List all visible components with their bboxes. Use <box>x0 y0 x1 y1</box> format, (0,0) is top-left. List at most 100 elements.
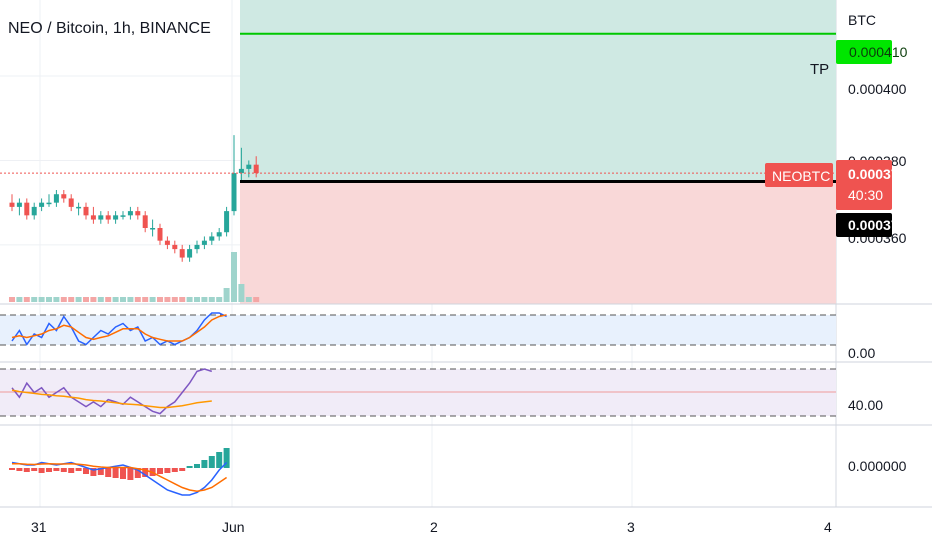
candle-body <box>113 215 119 220</box>
take-profit-price: 0.000410 <box>849 44 908 60</box>
macd-histogram-bar <box>31 468 38 471</box>
macd-histogram-bar <box>60 468 67 472</box>
volume-bar <box>53 297 60 302</box>
macd-histogram-bar <box>194 464 200 468</box>
take-profit-price-tag <box>836 40 892 64</box>
macd-histogram-bar <box>97 468 104 475</box>
candle-body <box>157 228 163 241</box>
candle-body <box>9 202 15 207</box>
volume-bars <box>9 252 260 302</box>
macd-histogram-bar <box>16 468 23 471</box>
candle-body <box>209 236 215 241</box>
macd-histogram-bar <box>38 468 45 473</box>
volume-bar <box>179 297 186 302</box>
symbol-tag <box>765 163 833 187</box>
candle-body <box>231 173 237 212</box>
volume-bar <box>216 297 223 302</box>
loss-zone[interactable] <box>240 181 836 304</box>
volume-bar <box>112 297 119 302</box>
macd-histogram-bar <box>157 468 163 474</box>
candle-body <box>253 164 259 174</box>
candle-body <box>187 249 193 258</box>
time-label: 31 <box>31 519 47 535</box>
rsi-line <box>11 368 213 415</box>
price-axis-currency: BTC <box>848 12 876 28</box>
candle-body <box>98 215 104 220</box>
volume-bar <box>253 297 260 302</box>
candle-body <box>90 215 96 220</box>
macd-histogram-bar <box>46 468 52 472</box>
stoch-axis-label: 0.00 <box>848 345 875 361</box>
macd-histogram-bar <box>23 468 30 472</box>
bar-countdown: 40:30 <box>848 187 883 203</box>
candle-body <box>61 194 67 199</box>
candle-body <box>246 164 252 169</box>
stoch-d-line <box>11 314 227 342</box>
candle-body <box>46 202 52 205</box>
volume-bar <box>75 297 82 302</box>
volume-bar <box>223 288 230 302</box>
candle-body <box>194 244 200 250</box>
time-label: 4 <box>824 519 832 535</box>
macd-histogram-bar <box>68 468 75 473</box>
candle-body <box>68 198 74 207</box>
entry-price: 0.000375 <box>848 217 907 233</box>
candle-body <box>238 168 244 174</box>
candles <box>9 135 259 262</box>
price-axis[interactable]: BTC 0.000400 0.000380 0.000360 0.000410 … <box>765 12 908 246</box>
macd-axis-label: 0.000000 <box>848 458 907 474</box>
candle-body <box>224 211 230 233</box>
volume-bar <box>127 297 134 302</box>
volume-bar <box>231 252 237 302</box>
candle-body <box>201 240 207 245</box>
candle-body <box>142 215 148 228</box>
macd-histogram-bar <box>120 468 126 479</box>
macd-histogram-bar <box>127 468 134 480</box>
candle-body <box>120 215 126 217</box>
macd-histogram-bar <box>186 466 193 468</box>
macd-histogram <box>9 448 230 480</box>
macd-histogram-bar <box>9 468 15 470</box>
volume-bar <box>46 297 52 302</box>
macd-histogram-bar <box>208 456 215 468</box>
volume-bar <box>149 297 156 302</box>
profit-zone[interactable] <box>240 0 836 182</box>
macd-histogram-bar <box>134 468 141 478</box>
last-price: 0.000377 <box>848 166 907 182</box>
volume-bar <box>97 297 104 302</box>
candle-body <box>16 202 22 207</box>
volume-bar <box>186 297 193 302</box>
volume-bar <box>68 297 75 302</box>
macd-histogram-bar <box>83 468 89 474</box>
volume-bar <box>171 297 178 302</box>
macd-histogram-bar <box>90 468 97 476</box>
time-label: 3 <box>627 519 635 535</box>
symbol-title[interactable]: NEO / Bitcoin, 1h, BINANCE <box>8 20 211 37</box>
candle-body <box>105 215 111 220</box>
volume-bar <box>83 297 89 302</box>
macd-histogram-bar <box>216 452 223 468</box>
rsi-ma-line <box>11 389 212 409</box>
candle-body <box>76 206 82 209</box>
volume-bar <box>38 297 45 302</box>
macd-histogram-bar <box>105 468 112 477</box>
candle-body <box>127 211 133 216</box>
time-axis[interactable]: 31 Jun 2 3 4 <box>31 519 832 535</box>
macd-histogram-bar <box>171 468 178 472</box>
rsi-pane[interactable]: 40.00 <box>0 368 883 417</box>
volume-bar <box>238 284 245 302</box>
volume-bar <box>23 297 30 302</box>
stoch-rsi-pane[interactable]: 0.00 <box>0 312 875 361</box>
macd-histogram-bar <box>53 468 60 471</box>
volume-bar <box>208 297 215 302</box>
stoch-rsi-band <box>0 315 836 345</box>
volume-bar <box>201 297 208 302</box>
macd-pane[interactable]: 0.000000 <box>9 448 907 496</box>
last-price-tag <box>836 160 892 210</box>
volume-bar <box>105 297 112 302</box>
time-label: 2 <box>430 519 438 535</box>
symbol-tag-label: NEOBTC <box>772 168 830 184</box>
volume-bar <box>194 297 200 302</box>
